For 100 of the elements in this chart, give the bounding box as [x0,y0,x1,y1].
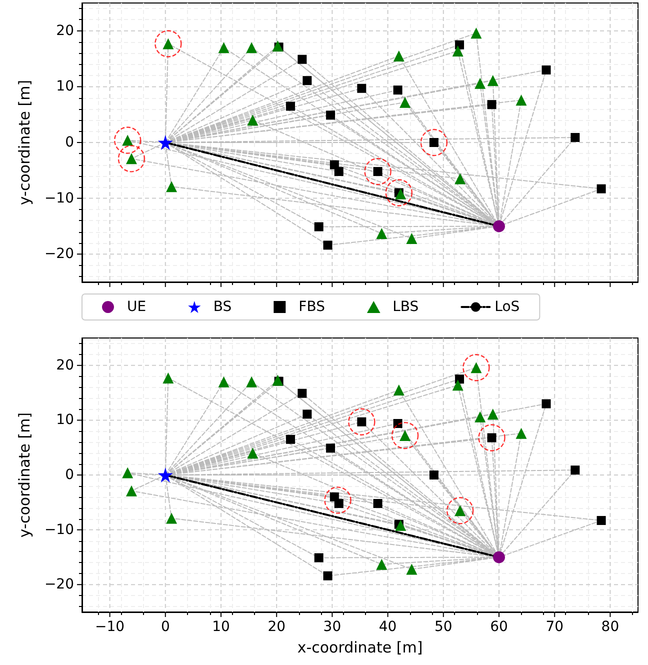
point [218,42,230,54]
point [493,220,505,232]
point [154,30,182,58]
legend-label: LBS [392,299,419,315]
y-tick-label: 20 [56,22,74,39]
point [470,28,482,39]
point [373,498,382,508]
point [286,102,295,111]
point [516,94,527,106]
point [272,40,284,52]
y-tick-label: 10 [56,412,74,428]
point [166,512,178,524]
point [487,100,496,110]
legend-label: BS [213,299,232,315]
point [122,467,134,478]
legend-label: LoS [494,299,520,315]
y-tick-label: 10 [56,78,74,95]
point [542,399,551,408]
point [493,551,505,564]
point [114,126,142,154]
y-axis-title: y-coordinate [m] [16,80,34,206]
point [400,96,411,108]
point [452,380,464,391]
point [376,558,388,570]
point [246,376,258,388]
point [298,54,307,64]
point [596,184,606,194]
point [298,388,307,398]
point [487,408,498,420]
x-tick-label: 60 [490,619,508,635]
point [406,564,418,575]
y-tick-label: −10 [44,190,74,206]
point [162,372,174,384]
point [302,410,312,419]
x-tick-label: 40 [378,619,397,635]
point [247,114,258,126]
point [218,376,230,388]
legend-label: UE [127,299,146,315]
point [385,179,413,206]
point [406,232,418,244]
point [570,466,580,475]
x-axis-title: x-coordinate [m] [297,638,423,656]
x-tick-label: 80 [601,619,620,635]
x-tick-label: 20 [268,619,286,635]
point [474,78,486,89]
point [455,40,464,50]
point [126,485,137,496]
point [452,45,464,56]
point [323,571,332,580]
point [393,384,404,396]
point [455,374,464,384]
point [348,408,376,436]
point [376,228,388,239]
point [446,497,474,524]
point [246,42,258,54]
point [462,354,490,382]
point [158,468,173,482]
point [247,448,258,459]
point [166,181,178,192]
point [314,553,324,562]
x-tick-label: 50 [434,619,452,635]
y-axis-title: y-coordinate [m] [16,412,34,538]
point [429,470,438,480]
point [158,135,173,150]
point [334,167,344,176]
point [118,145,146,172]
y-tick-label: −20 [44,576,74,593]
y-tick-label: −20 [44,246,74,262]
x-tick-label: 30 [323,619,342,635]
point [323,240,332,250]
legend-label: FBS [298,299,326,315]
point [393,86,402,95]
point [487,75,498,86]
point [302,76,312,86]
x-tick-label: 0 [160,619,170,635]
x-tick-label: 10 [212,619,230,635]
point [326,110,336,120]
point [478,424,506,452]
point [516,428,527,439]
point [314,222,324,232]
point [286,434,295,444]
point [326,444,336,453]
y-tick-label: 0 [65,134,74,150]
y-tick-label: −10 [44,522,74,538]
point [364,158,392,186]
point [391,422,419,450]
point [357,84,366,93]
point [393,50,404,62]
y-tick-label: 20 [56,357,74,374]
x-tick-label: 70 [546,619,564,635]
y-tick-label: 0 [65,467,74,483]
point [474,411,486,422]
point [395,520,406,531]
point [570,132,580,142]
point [324,486,352,514]
point [596,516,606,525]
point [454,173,466,184]
x-tick-label: −10 [95,619,125,635]
point [420,128,448,156]
point [542,65,551,74]
